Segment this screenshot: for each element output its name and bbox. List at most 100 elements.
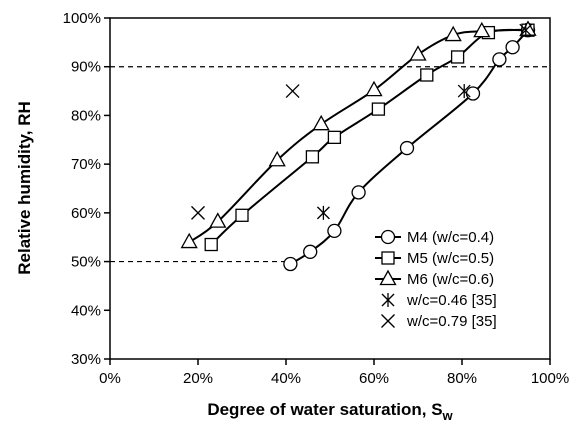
data-point [450,50,465,64]
square-marker [327,130,342,145]
data-point [365,80,383,97]
data-point [465,86,481,101]
triangle-marker [268,150,286,167]
y-tick-label: 80% [71,107,101,124]
data-point [285,84,300,99]
legend-label: M5 (w/c=0.5) [407,250,494,267]
circle-marker [351,185,366,200]
square-marker [204,237,218,252]
circle-marker [399,140,415,156]
data-point [283,256,298,272]
asterisk-marker [316,205,330,220]
y-tick-label: 50% [71,254,101,271]
legend: M4 (w/c=0.4) M5 (w/c=0.5) M6 (w/c=0.6) w/c=… [375,229,497,330]
data-point [268,150,286,167]
data-point [409,45,427,61]
legend-item: w/c=0.46 [35] [381,292,497,309]
square-marker [305,150,320,164]
data-point [327,130,342,145]
x-tick-label: 20% [183,370,213,387]
data-point [305,150,320,164]
triangle-marker [379,269,397,286]
legend-item: M5 (w/c=0.5) [375,250,494,267]
data-point [351,185,366,200]
legend-label: w/c=0.79 [35] [406,313,497,330]
circle-marker [465,86,481,101]
triangle-marker [365,80,383,97]
square-marker [450,50,465,64]
x-marker [285,84,300,99]
triangle-marker [473,21,491,38]
x-stroke [285,84,300,99]
legend-item: M4 (w/c=0.4) [375,229,494,246]
legend-item: w/c=0.79 [35] [381,313,497,330]
data-point [312,114,330,131]
circle-marker [283,256,298,272]
legend-item: M6 (w/c=0.6) [375,269,494,288]
circle-marker [380,229,396,245]
y-tick-label: 30% [71,351,101,368]
data-point [316,205,330,220]
square-marker [235,208,249,222]
legend-label: M4 (w/c=0.4) [407,229,494,246]
x-axis-ticks: 0% 20% 40% 60% 80% 100% [99,359,569,387]
asterisk-marker [519,23,533,38]
x-tick-label: 100% [531,370,569,387]
x-tick-label: 80% [447,370,477,387]
series-markers [180,20,537,272]
x-tick-label: 60% [359,370,389,387]
legend-label: w/c=0.46 [35] [406,292,497,309]
y-tick-label: 90% [71,59,101,76]
data-point [473,21,491,38]
x-axis-label-subscript: w [442,408,454,423]
x-stroke [381,314,395,328]
data-point [191,205,205,220]
series-line [210,28,529,246]
asterisk-marker [381,293,395,307]
x-stroke [191,205,205,220]
x-marker [381,314,395,328]
data-point [209,212,227,228]
plot-frame [109,17,551,360]
data-point [399,140,415,156]
triangle-marker [312,114,330,131]
data-point [235,208,249,222]
circle-marker [505,40,520,55]
x-marker [191,205,205,220]
triangle-marker [180,232,198,249]
y-axis-ticks: 30% 40% 50% 60% 70% 80% 90% 100% [63,10,110,368]
data-point [505,40,520,55]
triangle-marker [409,45,427,61]
y-tick-label: 100% [63,10,101,27]
x-tick-label: 40% [271,370,301,387]
data-point [303,244,318,259]
circle-marker [303,244,318,259]
y-tick-label: 60% [71,205,101,222]
data-point [204,237,218,252]
data-point [371,102,386,116]
y-tick-label: 40% [71,302,101,319]
x-axis-label: Degree of water saturation, Sw [207,400,453,423]
triangle-marker [209,212,227,228]
data-point [492,52,507,67]
circle-marker [327,223,342,239]
reference-lines [110,66,550,263]
data-point [444,25,462,42]
square-marker [381,251,395,265]
x-tick-label: 0% [99,370,121,387]
legend-label: M6 (w/c=0.6) [407,271,494,288]
square-marker [371,102,386,116]
square-marker [420,68,434,82]
triangle-marker [444,25,462,42]
y-axis-label: Relative humidity, RH [15,101,34,275]
data-point [180,232,198,249]
circle-marker [492,52,507,67]
data-point [457,84,471,99]
asterisk-marker [457,84,471,99]
data-point [420,68,434,82]
data-point [519,23,533,38]
y-tick-label: 70% [71,156,101,173]
data-point [327,223,342,239]
